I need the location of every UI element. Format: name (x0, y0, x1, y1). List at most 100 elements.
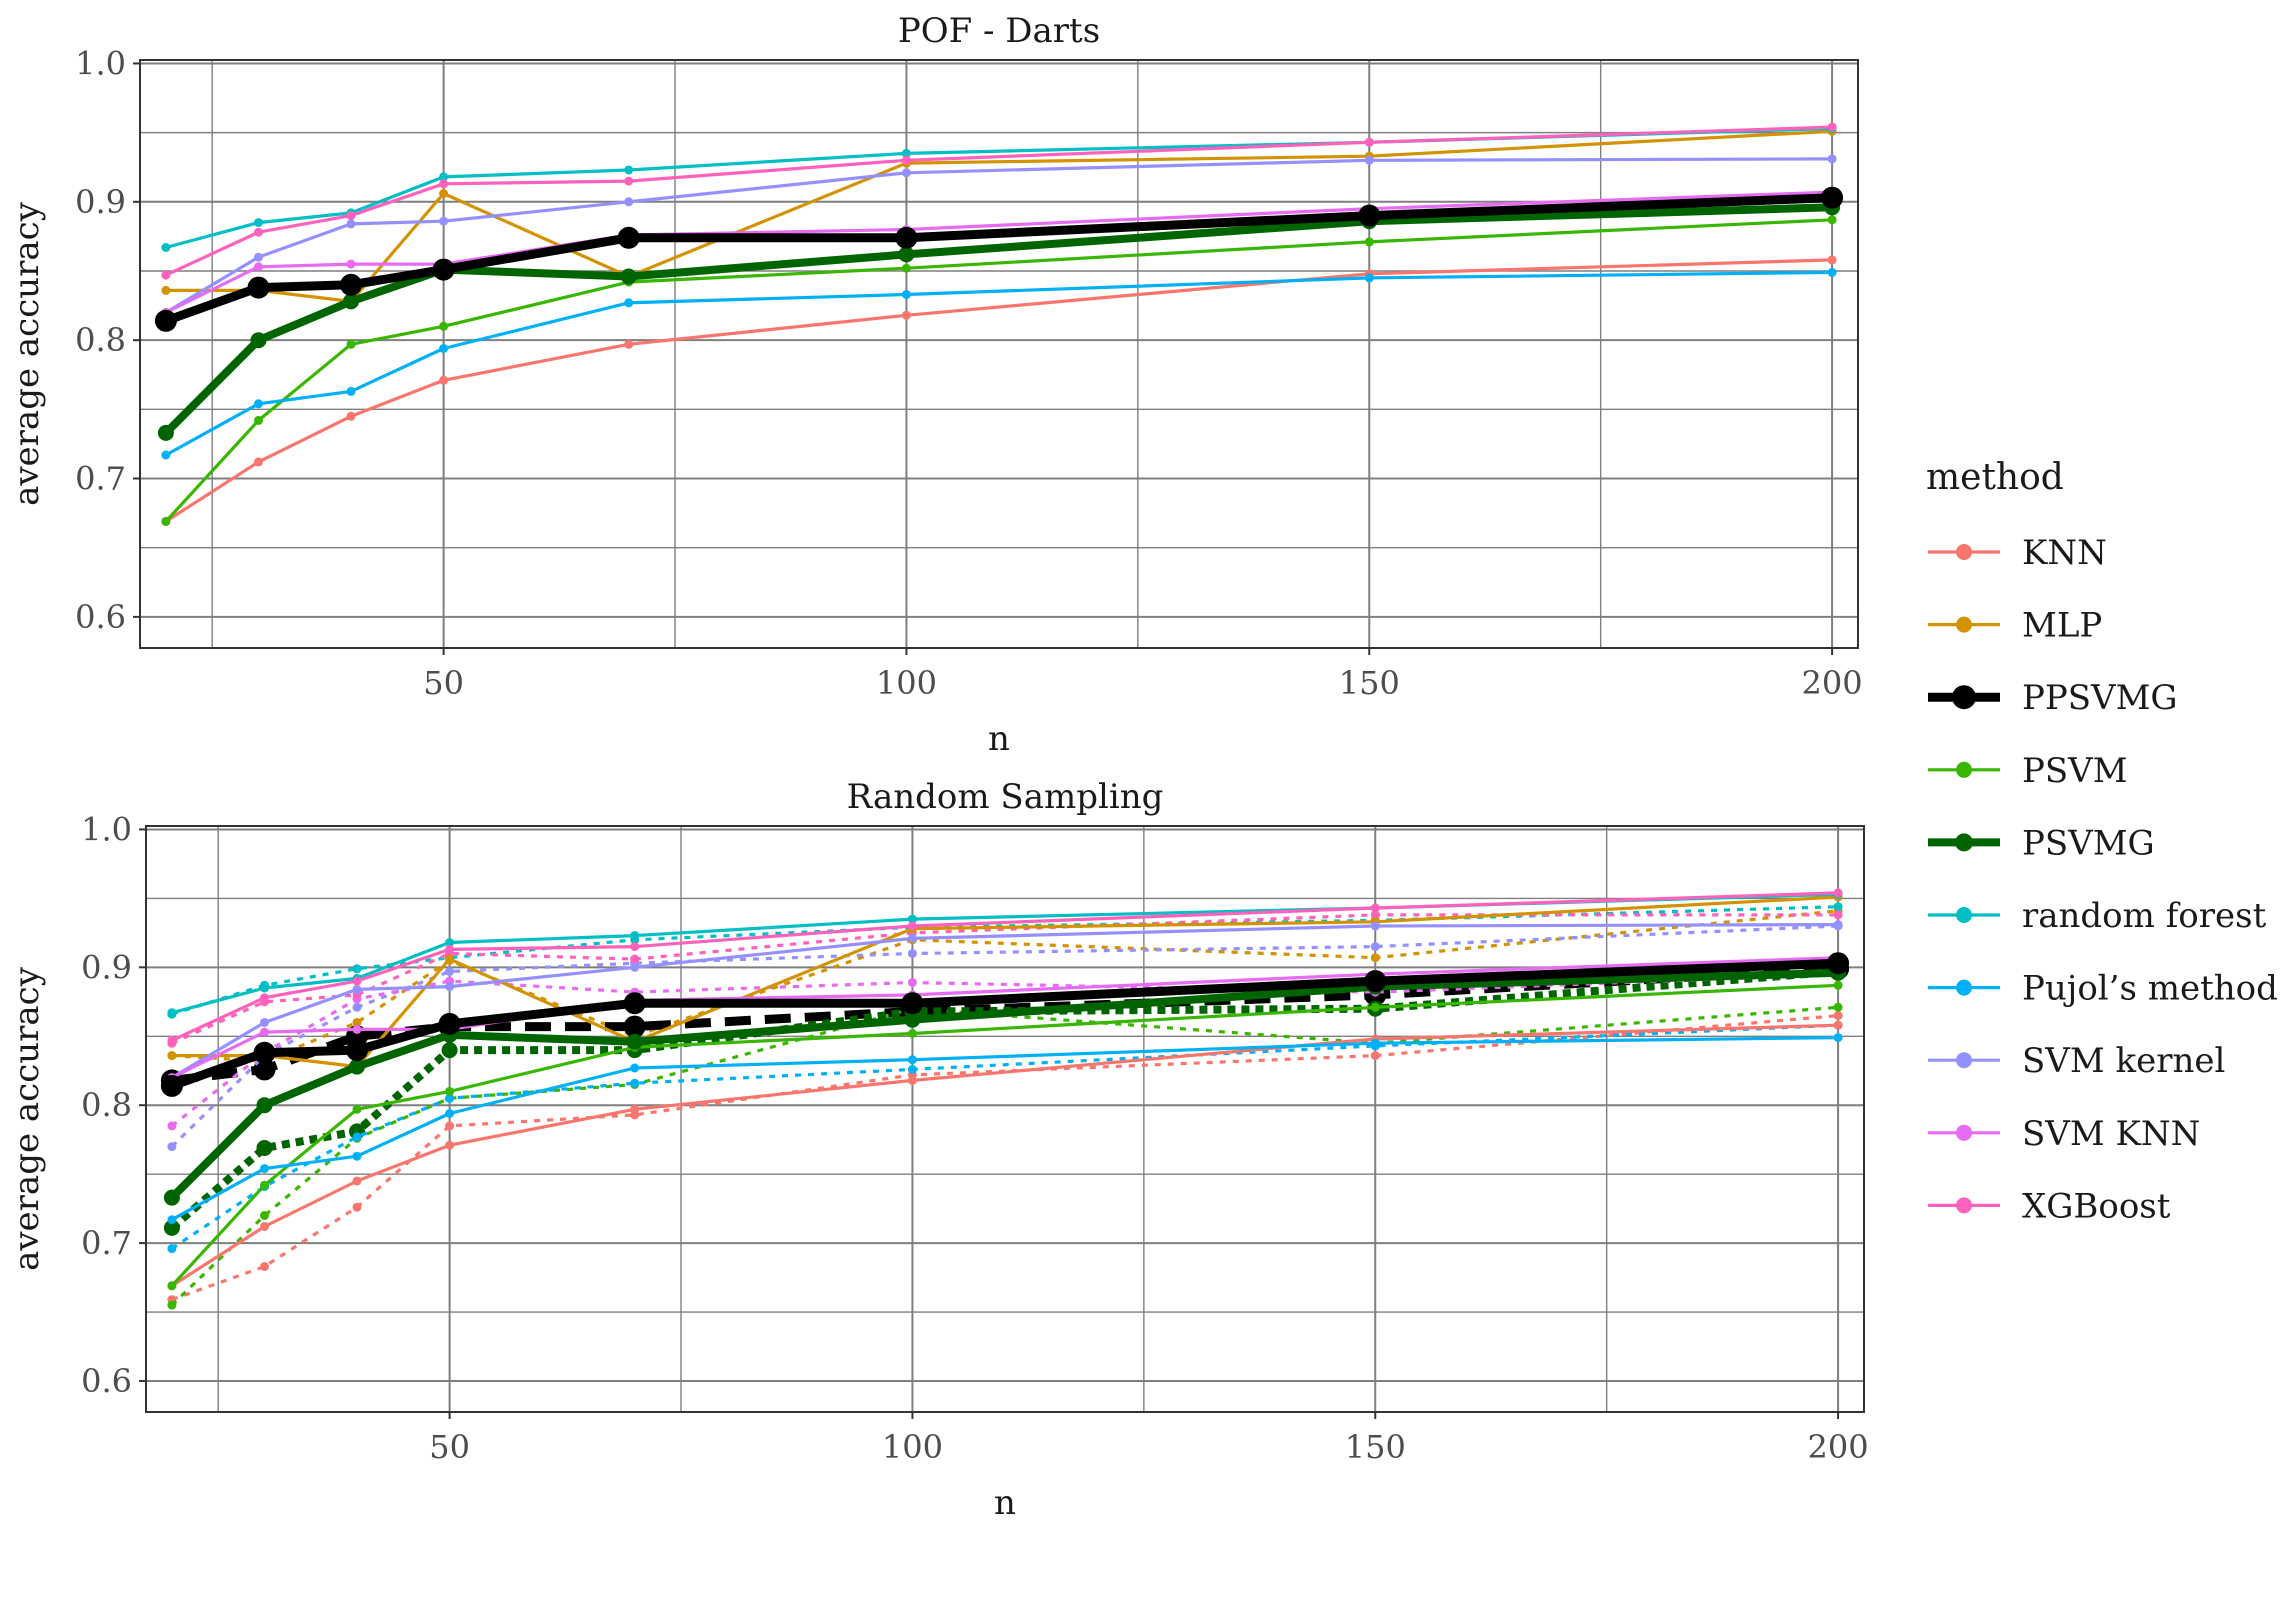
data-point (439, 344, 449, 353)
legend-label: SVM KNN (2022, 1114, 2200, 1154)
data-point (630, 962, 640, 972)
series-pujol-s-method (167, 1033, 1843, 1225)
x-tick-label: 150 (1345, 1428, 1406, 1466)
data-point (1827, 267, 1837, 277)
data-point (250, 332, 267, 349)
data-point (346, 211, 356, 221)
data-point (623, 992, 646, 1015)
data-point (167, 1215, 177, 1225)
data-point (260, 1018, 269, 1027)
legend-label: random forest (2022, 896, 2267, 936)
legend-label: Pujol’s method (2022, 969, 2278, 1009)
series-line (165, 157, 1833, 314)
data-point (161, 243, 171, 252)
data-point (1833, 980, 1843, 990)
data-point (352, 1176, 362, 1186)
data-point (154, 309, 177, 332)
data-point (1364, 137, 1374, 147)
data-point (1370, 942, 1380, 952)
data-point (620, 268, 637, 285)
data-point (340, 273, 362, 296)
series-psvm (161, 215, 1837, 526)
data-point (1358, 204, 1381, 227)
y-tick-label: 1.0 (81, 810, 132, 848)
data-point (630, 931, 640, 941)
series-line (164, 218, 1833, 523)
data-point (445, 1121, 455, 1131)
data-point (432, 258, 455, 281)
data-point (901, 290, 911, 299)
data-point (260, 993, 269, 1003)
data-point (445, 944, 455, 954)
data-point (626, 1033, 643, 1050)
data-point (254, 399, 263, 409)
series-line (170, 924, 1839, 1148)
legend-key-point (1956, 761, 1972, 778)
series-line (170, 983, 1839, 1287)
data-point (445, 938, 455, 947)
data-point (630, 1104, 640, 1114)
data-point (1827, 122, 1837, 132)
series-line (165, 270, 1833, 457)
data-point (254, 262, 263, 272)
data-point (254, 457, 263, 467)
data-point (352, 1202, 362, 1212)
data-point (161, 516, 171, 526)
legend-label: MLP (2022, 606, 2102, 646)
data-point (1833, 1002, 1843, 1012)
data-point (167, 1008, 177, 1018)
data-point (167, 1035, 177, 1045)
data-point (907, 1075, 917, 1085)
data-point (901, 992, 924, 1015)
data-point (352, 976, 362, 986)
data-point (624, 165, 634, 175)
data-point (1370, 910, 1380, 920)
data-point (445, 967, 455, 976)
data-point (441, 1042, 458, 1059)
data-point (445, 982, 455, 992)
x-tick-label: 150 (1339, 664, 1400, 702)
legend-label: PSVM (2022, 751, 2128, 791)
data-point (624, 176, 634, 186)
data-point (157, 424, 174, 441)
legend-key-point (1956, 1124, 1972, 1141)
data-point (630, 1063, 640, 1073)
data-point (253, 1041, 276, 1064)
data-point (439, 216, 449, 226)
data-point (161, 270, 171, 280)
data-point (1370, 1051, 1380, 1061)
data-point (256, 1097, 273, 1114)
data-point (254, 252, 263, 262)
data-point (907, 1055, 917, 1065)
panel-pof-darts: 0.6 0.7 0.8 0.9 1.0 50 100 150 200 POF - Darts n av… (7, 11, 1863, 759)
y-axis-label: average accuracy (7, 201, 47, 506)
series-line (169, 968, 1839, 1201)
data-point (260, 1262, 269, 1271)
data-point (260, 1222, 269, 1231)
data-point (439, 179, 449, 189)
data-point (346, 1039, 368, 1062)
data-point (624, 339, 634, 349)
data-point (907, 1064, 917, 1074)
data-point (439, 189, 449, 198)
data-point (1370, 1002, 1380, 1012)
data-point (163, 1219, 180, 1236)
data-point (254, 218, 263, 228)
y-tick-label: 0.7 (81, 1224, 132, 1262)
data-point (439, 321, 449, 331)
y-tick-label: 0.9 (81, 948, 132, 986)
data-point (1833, 1033, 1843, 1043)
data-point (352, 1024, 362, 1034)
series-psvm (167, 980, 1843, 1291)
data-point (352, 964, 362, 974)
y-tick-label: 0.9 (75, 183, 126, 221)
legend-item-psvm: PSVM (1928, 751, 2128, 791)
y-tick-label: 0.6 (81, 1362, 132, 1400)
data-point (1827, 952, 1850, 975)
series-line (170, 972, 1839, 1128)
data-point (901, 155, 911, 165)
series-svm-kernel (161, 154, 1837, 317)
data-point (623, 1015, 646, 1038)
data-point (1827, 215, 1837, 225)
